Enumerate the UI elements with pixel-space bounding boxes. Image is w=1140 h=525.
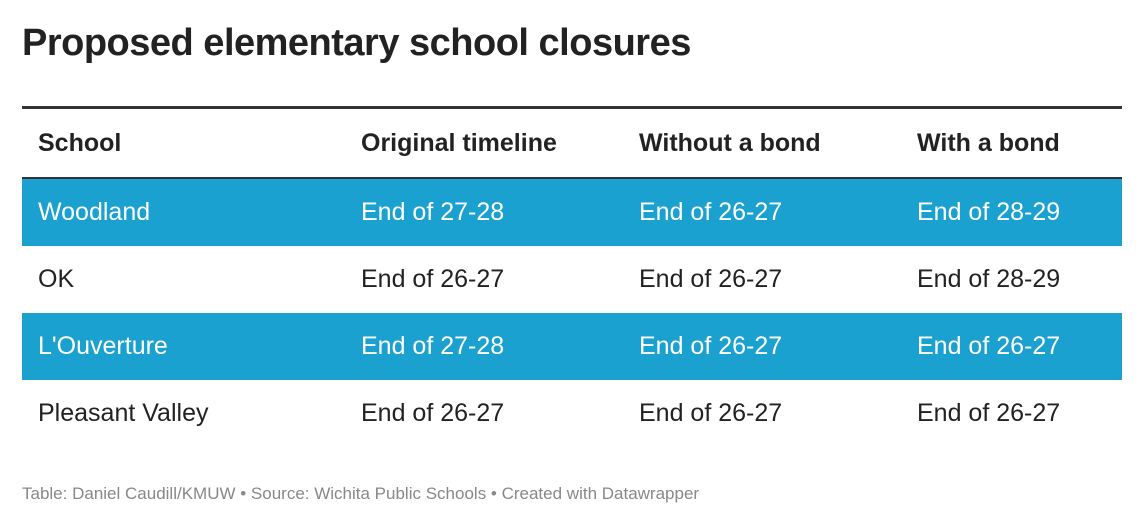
- table: School Original timeline Without a bond Wit…: [22, 106, 1122, 447]
- table-cell: End of 28-29: [901, 178, 1122, 246]
- table-cell: End of 27-28: [345, 178, 623, 246]
- table-cell: End of 26-27: [623, 313, 901, 380]
- table-cell: End of 26-27: [901, 313, 1122, 380]
- table-cell: End of 26-27: [639, 399, 783, 427]
- table-body: Woodland End of 27-28 End of 26-27 End of 2…: [22, 178, 1122, 447]
- table-cell: Woodland: [22, 178, 345, 246]
- table-cell: End of 26-27: [361, 265, 505, 293]
- title: Proposed elementary school closures: [22, 22, 691, 64]
- table-row: Woodland End of 27-28 End of 26-27 End of 2…: [22, 178, 1122, 246]
- table-cell: End of 26-27: [917, 399, 1061, 427]
- table-cell: End of 26-27: [623, 178, 901, 246]
- footer: Table: Daniel Caudill/KMUW • Source: Wic…: [22, 484, 700, 503]
- column-header: Original timeline: [345, 107, 623, 179]
- table-row: L'Ouverture End of 27-28 End of 26-27 End o…: [22, 313, 1122, 380]
- table-row: Pleasant Valley End of 26-27 End of 26-27 E…: [22, 380, 1122, 447]
- column-header: School: [22, 107, 345, 179]
- table-cell: End of 27-28: [345, 313, 623, 380]
- column-header: With a bond: [901, 107, 1122, 179]
- header-row: School Original timeline Without a bond Wit…: [22, 107, 1122, 179]
- column-header: Without a bond: [623, 107, 901, 179]
- table-row: OK End of 26-27 End of 26-27 End of 28-29: [22, 246, 1122, 313]
- table-cell: L'Ouverture: [22, 313, 345, 380]
- table-cell: End of 26-27: [639, 265, 783, 293]
- table-cell: End of 28-29: [917, 265, 1061, 293]
- table-cell: Pleasant Valley: [38, 399, 209, 427]
- table-cell: End of 26-27: [361, 399, 505, 427]
- table-cell: OK: [38, 265, 75, 293]
